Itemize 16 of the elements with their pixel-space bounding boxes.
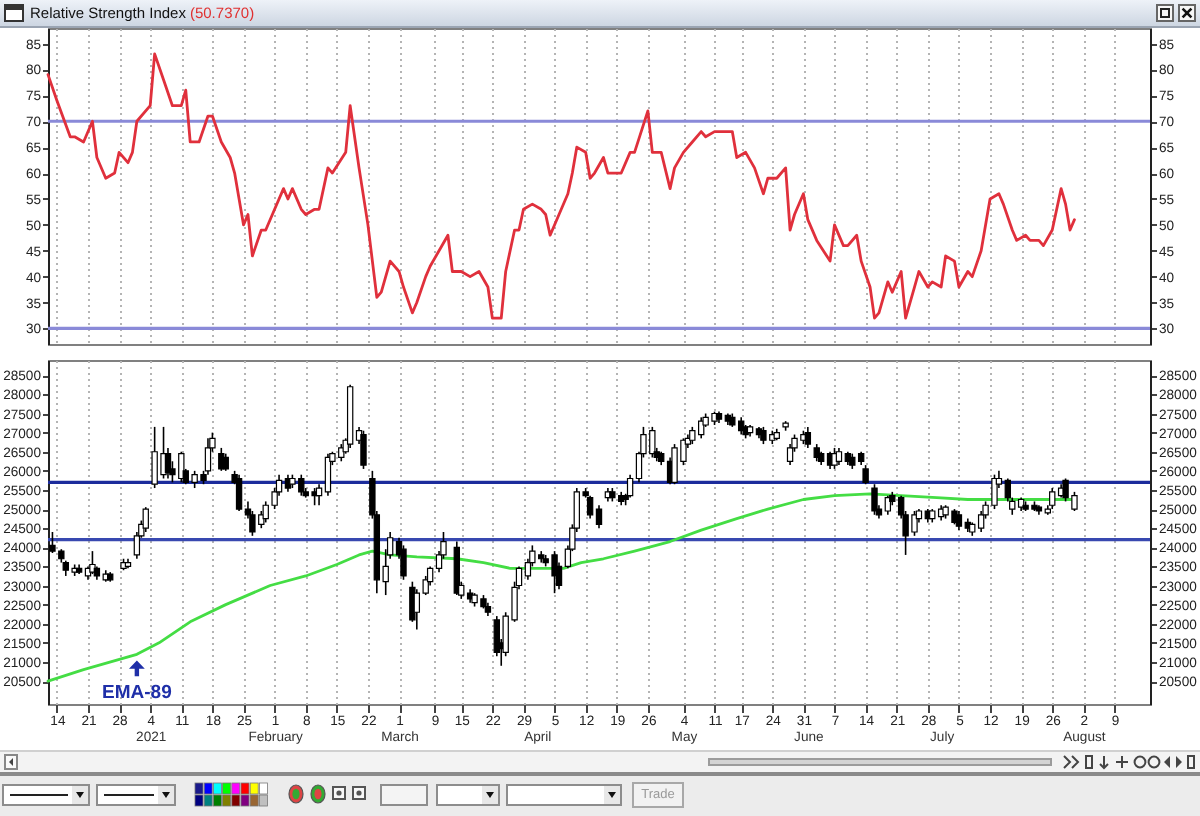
candlestick xyxy=(142,506,149,533)
candlestick xyxy=(871,483,878,516)
line-series xyxy=(46,52,1076,320)
candlestick xyxy=(89,550,96,575)
candlestick xyxy=(409,580,416,623)
candlestick xyxy=(862,464,869,486)
annotation: EMA-89 xyxy=(102,682,172,705)
candlestick xyxy=(586,494,594,520)
line-series xyxy=(46,492,1076,683)
candlestick xyxy=(1049,487,1056,510)
candlestick xyxy=(786,443,794,466)
candlestick xyxy=(235,473,243,512)
candlestick xyxy=(204,437,212,476)
candlestick xyxy=(595,504,603,529)
candlestick xyxy=(400,544,407,581)
candlestick xyxy=(360,429,367,470)
